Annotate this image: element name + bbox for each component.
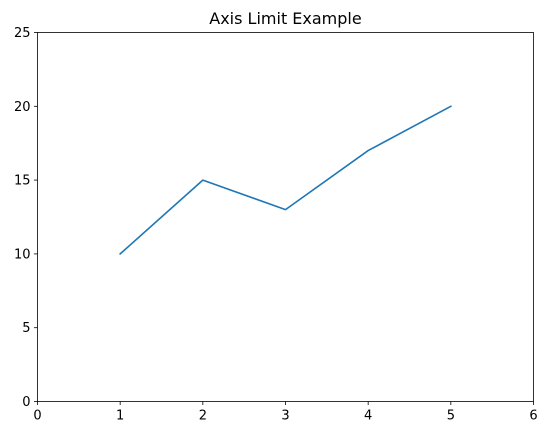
x-axis-ticks: 0 1 2 3 4 5 6	[33, 401, 538, 424]
plot-frame	[37, 32, 534, 402]
x-tick-label: 3	[281, 409, 289, 424]
series-line	[119, 105, 452, 256]
x-tick-label: 4	[364, 409, 372, 424]
y-tick-label: 0	[22, 395, 30, 410]
x-tick-label: 6	[529, 409, 537, 424]
x-tick-label: 0	[33, 409, 41, 424]
y-tick-label: 10	[14, 247, 31, 262]
x-tick-label: 1	[116, 409, 124, 424]
x-tick-label: 2	[199, 409, 207, 424]
y-tick-label: 15	[14, 174, 31, 189]
y-tick-label: 25	[14, 26, 31, 41]
y-tick-label: 20	[14, 100, 31, 115]
y-axis-ticks: 0 5 10 15 20 25	[14, 26, 38, 410]
plot-area	[37, 32, 534, 402]
chart-title: Axis Limit Example	[209, 9, 361, 28]
y-tick-label: 5	[22, 321, 30, 336]
x-tick-label: 5	[447, 409, 455, 424]
